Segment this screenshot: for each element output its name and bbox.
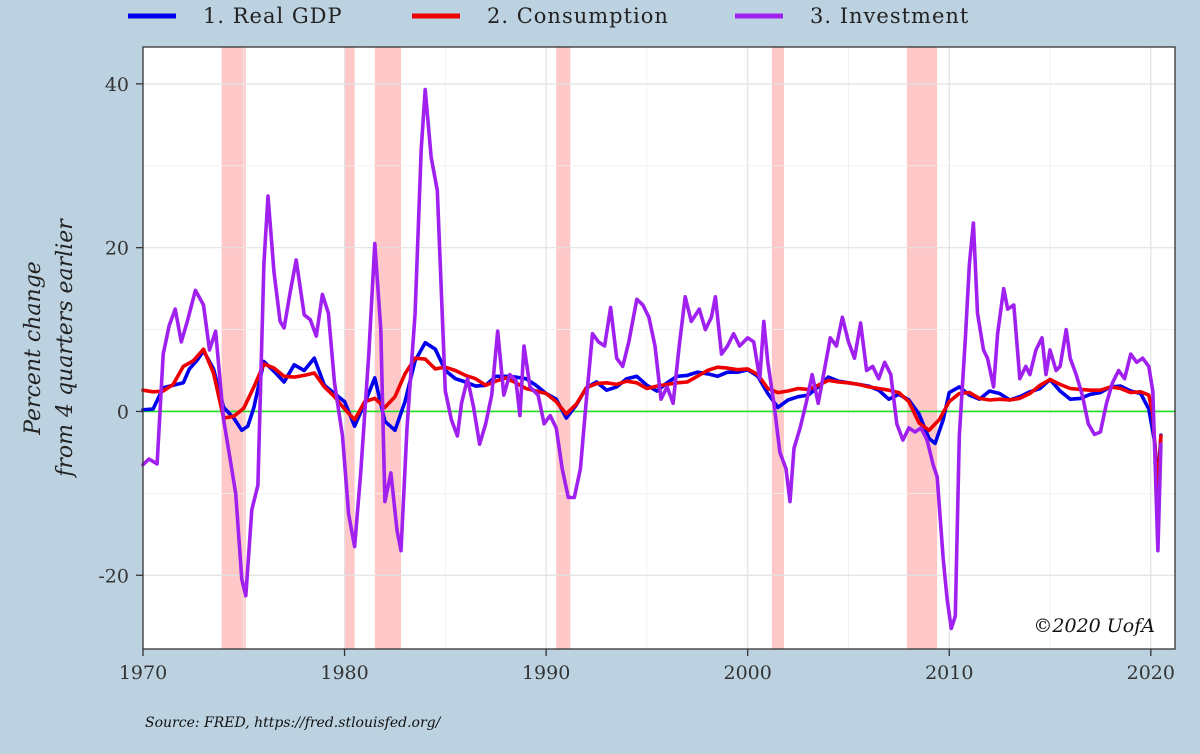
grid-lines xyxy=(143,47,1175,649)
x-tick-label: 1990 xyxy=(522,662,570,684)
y-axis-label-line1: Percent change xyxy=(21,261,46,436)
x-tick-label: 2020 xyxy=(1127,662,1175,684)
y-tick-label: 40 xyxy=(105,74,129,96)
series-lines xyxy=(141,87,1163,631)
y-tick-label: 0 xyxy=(117,401,129,423)
recession-band xyxy=(906,47,938,649)
x-tick-label: 2000 xyxy=(724,662,772,684)
x-tick-label: 2010 xyxy=(925,662,973,684)
legend-label-consumption: 2. Consumption xyxy=(487,4,669,28)
legend-label-investment: 3. Investment xyxy=(810,4,969,28)
x-tick-label: 1970 xyxy=(119,662,167,684)
recession-band xyxy=(221,47,246,649)
recession-bands xyxy=(221,47,938,649)
legend-label-real-gdp: 1. Real GDP xyxy=(203,4,343,28)
series-line-consumption xyxy=(141,347,1163,496)
y-tick-label: -20 xyxy=(98,565,129,587)
recession-band xyxy=(771,47,784,649)
copyright-annotation: ©2020 UofA xyxy=(1033,615,1155,637)
recession-band xyxy=(344,47,355,649)
plot-background xyxy=(143,47,1175,649)
source-note: Source: FRED, https://fred.stlouisfed.or… xyxy=(145,715,442,731)
series-line-real-gdp xyxy=(141,340,1163,487)
recession-band xyxy=(556,47,571,649)
recession-band xyxy=(374,47,401,649)
axes: 1970 1980 1990 2000 2010 2020 40 20 0 -20 xyxy=(98,74,1175,684)
y-tick-label: 20 xyxy=(105,238,129,260)
y-axis-label-line2: from 4 quarters earlier xyxy=(53,218,78,479)
x-tick-label: 1980 xyxy=(320,662,368,684)
legend: 1. Real GDP 2. Consumption 3. Investment xyxy=(128,4,969,28)
series-line-investment xyxy=(141,87,1163,631)
plot-frame xyxy=(142,46,1176,650)
y-axis-label: Percent change from 4 quarters earlier xyxy=(21,218,78,479)
